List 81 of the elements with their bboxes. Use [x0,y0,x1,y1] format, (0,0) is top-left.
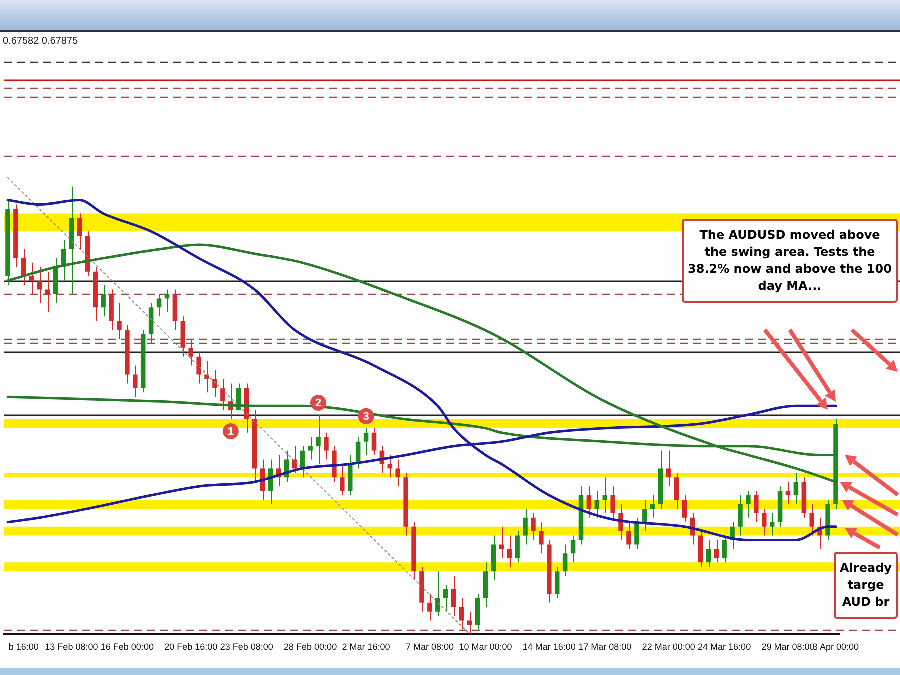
candlestick [444,584,448,612]
candlestick [22,249,26,286]
candlestick [786,482,791,505]
candlestick [610,486,616,518]
candlestick [738,495,743,536]
candlestick [650,495,656,518]
candlestick [754,490,759,523]
candlestick [531,512,536,541]
candlestick [586,486,592,518]
candlestick [562,544,568,577]
candlestick [762,508,767,536]
candlestick [467,611,472,635]
candlestick [372,428,377,456]
candlestick [746,490,751,518]
candlestick [515,530,520,564]
candlestick [324,432,329,460]
candlestick [570,535,576,564]
candlestick [642,500,648,532]
candlestick [156,294,162,318]
candlestick [594,490,600,518]
x-tick-label: 16 Feb 00:00 [100,642,154,652]
annotation: 1 [228,426,234,438]
x-tick-label: 29 Mar 08:00 [762,642,815,652]
x-tick-label: 10 Mar 00:00 [459,642,512,652]
annotation: 2 [315,398,322,410]
candlestick [436,571,440,617]
x-tick-label: 3 Apr 00:00 [812,642,860,652]
candlestick [428,593,432,622]
x-tick-label: 14 Mar 16:00 [522,642,576,652]
candlestick [29,262,34,295]
candlestick [714,540,719,564]
candlestick [212,370,218,398]
x-tick-label: 24 Mar 16:00 [698,642,752,652]
candlestick [674,472,680,510]
candlestick [618,504,624,541]
candlestick [196,352,202,384]
candlestick [340,464,345,496]
candlestick [602,477,608,514]
candlestick [682,495,688,523]
x-tick-label: 20 Feb 16:00 [164,642,218,652]
x-tick-label: 17 Mar 08:00 [578,642,632,652]
candlestick [523,508,528,546]
candlestick [101,284,106,318]
candlestick [164,289,170,313]
x-tick-label: 2 Mar 16:00 [342,642,390,652]
candlestick [770,512,775,536]
text: 0.67582 0.67875 [3,36,78,47]
candlestick [507,535,512,568]
x-tick-label: 22 Mar 00:00 [642,642,696,652]
candlestick [220,378,226,412]
candlestick [308,436,313,460]
x-tick-label: 13 Feb 08:00 [45,642,98,652]
candlestick [364,428,369,456]
candlestick [626,522,632,550]
candlestick [396,459,401,488]
candlestick [459,598,464,630]
candlestick [539,522,544,554]
candlestick [133,365,138,398]
candlestick [188,338,194,366]
candlestick [292,446,298,474]
x-tick-label: b 16:00 [8,642,39,652]
candlestick [300,446,305,478]
candlestick [316,414,321,465]
x-tick-label: 28 Feb 00:00 [284,642,338,652]
candlestick [451,576,456,617]
candlestick [499,526,504,559]
x-tick-label: 23 Feb 08:00 [220,642,274,652]
candlestick [77,213,82,250]
candlestick [706,540,712,568]
candlestick [794,472,799,505]
candlestick [37,266,42,304]
annotation: 3 [363,410,370,423]
candlestick [554,566,560,599]
candlestick [810,504,815,536]
annotation: The AUDUSD moved above the swing area. Tests the 38.2% now and above the 100 day MA... [682,219,898,303]
annotation: Already targe AUD br [834,552,898,619]
x-tick-label: 7 Mar 08:00 [406,642,454,652]
candlestick [117,302,122,340]
candlestick [634,517,640,550]
candlestick [666,450,672,488]
candlestick [388,454,393,478]
